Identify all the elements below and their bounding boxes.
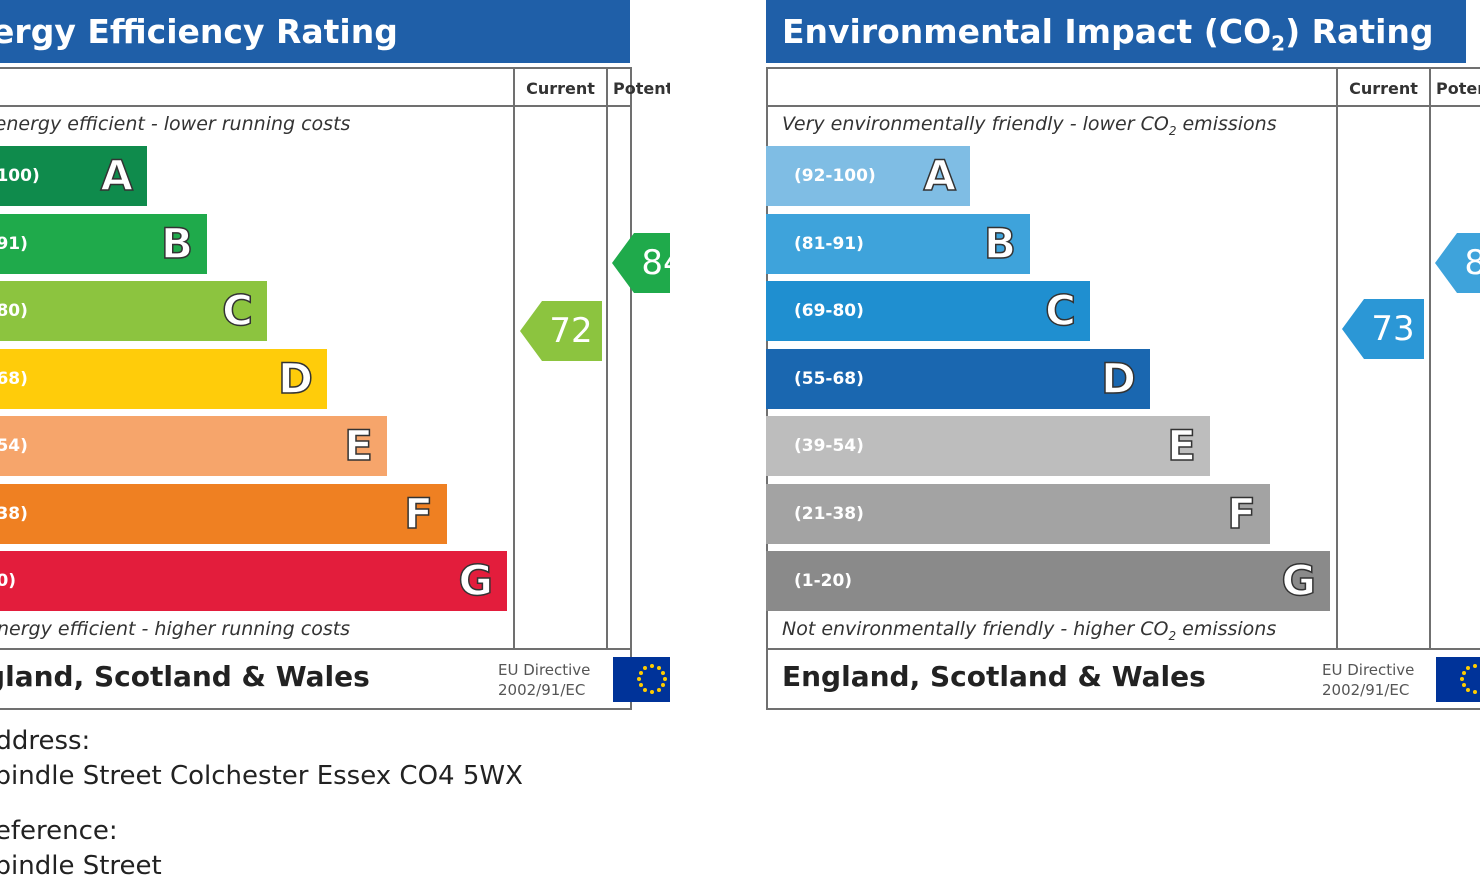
potential-column-header: Potential [1435, 79, 1480, 98]
band-a: (92-100) A [0, 146, 147, 206]
band-range: (92-100) [0, 166, 40, 186]
band-letter: D [1100, 353, 1136, 404]
band-a: (92-100) A [766, 146, 970, 206]
current-rating-arrow: 72 [520, 301, 602, 361]
band-c: (69-80) C [766, 281, 1090, 341]
band-g: (1-20) G [0, 551, 507, 611]
eu-directive-line2: 2002/91/EC [1322, 681, 1410, 699]
band-f: (21-38) F [766, 483, 1270, 544]
environment-title: Environmental Impact (CO2) Rating [766, 0, 1466, 63]
band-range: (21-38) [794, 503, 864, 524]
band-range: (92-100) [794, 166, 876, 186]
energy-title: Energy Efficiency Rating [0, 0, 630, 63]
footer-country: England, Scotland & Wales [0, 660, 370, 693]
potential-rating-arrow-value: 84 [1464, 242, 1480, 283]
current-rating-arrow-value: 73 [1371, 308, 1415, 349]
band-range: (39-54) [0, 436, 28, 456]
band-d: (55-68) D [766, 348, 1150, 409]
top-caption: Very energy efficient - lower running co… [0, 113, 351, 135]
band-b: (81-91) B [766, 213, 1030, 274]
header-divider [0, 105, 630, 107]
band-letter: F [404, 488, 434, 539]
current-column-header: Current [526, 79, 595, 98]
current-rating-arrow-value: 72 [549, 311, 593, 351]
bottom-caption: Not environmentally friendly - higher CO… [782, 618, 1277, 643]
top-caption: Very environmentally friendly - lower CO… [782, 113, 1277, 138]
eu-flag-icon [613, 657, 670, 702]
current-divider [513, 67, 515, 650]
current-divider [1336, 67, 1338, 650]
footer-country: England, Scotland & Wales [782, 660, 1206, 693]
band-f: (21-38) F [0, 483, 447, 544]
band-range: (1-20) [0, 571, 17, 591]
band-letter: A [100, 150, 134, 201]
band-letter: G [458, 555, 494, 606]
current-column-header: Current [1349, 79, 1418, 98]
band-e: (39-54) E [0, 416, 387, 476]
band-e: (39-54) E [766, 416, 1210, 476]
current-rating-arrow: 73 [1342, 298, 1424, 359]
eu-flag-icon [1436, 657, 1480, 702]
potential-divider [606, 67, 608, 650]
band-letter: C [1044, 285, 1076, 336]
band-range: (21-38) [0, 503, 28, 524]
band-letter: F [1227, 488, 1257, 539]
address-value: Spindle Street Colchester Essex CO4 5WX [0, 761, 523, 791]
potential-rating-arrow: 84 [612, 232, 670, 293]
band-range: (81-91) [794, 233, 864, 254]
band-range: (69-80) [794, 301, 864, 321]
band-range: (55-68) [0, 368, 28, 389]
band-letter: E [1167, 420, 1197, 471]
potential-rating-arrow-value: 84 [641, 242, 670, 283]
band-range: (1-20) [794, 571, 853, 591]
footer-divider [766, 648, 1480, 650]
bottom-caption: Not energy efficient - higher running co… [0, 618, 351, 640]
potential-rating-arrow: 84 [1435, 232, 1480, 293]
band-letter: G [1281, 555, 1317, 606]
potential-column-header: Potential [612, 79, 670, 98]
energy-efficiency-panel: Energy Efficiency Rating Current Potenti… [0, 0, 670, 712]
band-range: (55-68) [794, 368, 864, 389]
band-d: (55-68) D [0, 348, 327, 409]
band-letter: C [221, 285, 253, 336]
eu-directive: EU Directive 2002/91/EC [498, 660, 590, 700]
band-c: (69-80) C [0, 281, 267, 341]
band-letter: B [160, 218, 194, 269]
eu-directive-line1: EU Directive [498, 661, 591, 679]
footer-divider [0, 648, 630, 650]
potential-divider [1429, 67, 1431, 650]
header-divider [766, 105, 1480, 107]
band-letter: D [277, 353, 313, 404]
eu-directive-line2: 2002/91/EC [498, 681, 586, 699]
environmental-impact-panel: Environmental Impact (CO2) Rating Curren… [766, 0, 1480, 712]
band-range: (81-91) [0, 233, 28, 254]
reference-label: Reference: [0, 816, 118, 846]
eu-directive-line1: EU Directive [1322, 661, 1415, 679]
band-letter: A [923, 150, 957, 201]
band-b: (81-91) B [0, 213, 207, 274]
band-letter: B [983, 218, 1017, 269]
band-range: (39-54) [794, 436, 864, 456]
band-letter: E [344, 420, 374, 471]
eu-directive: EU Directive 2002/91/EC [1322, 660, 1414, 700]
band-range: (69-80) [0, 301, 28, 321]
energy-frame [0, 67, 632, 710]
band-g: (1-20) G [766, 551, 1330, 611]
reference-value: Spindle Street [0, 851, 162, 881]
address-label: Address: [0, 726, 91, 756]
